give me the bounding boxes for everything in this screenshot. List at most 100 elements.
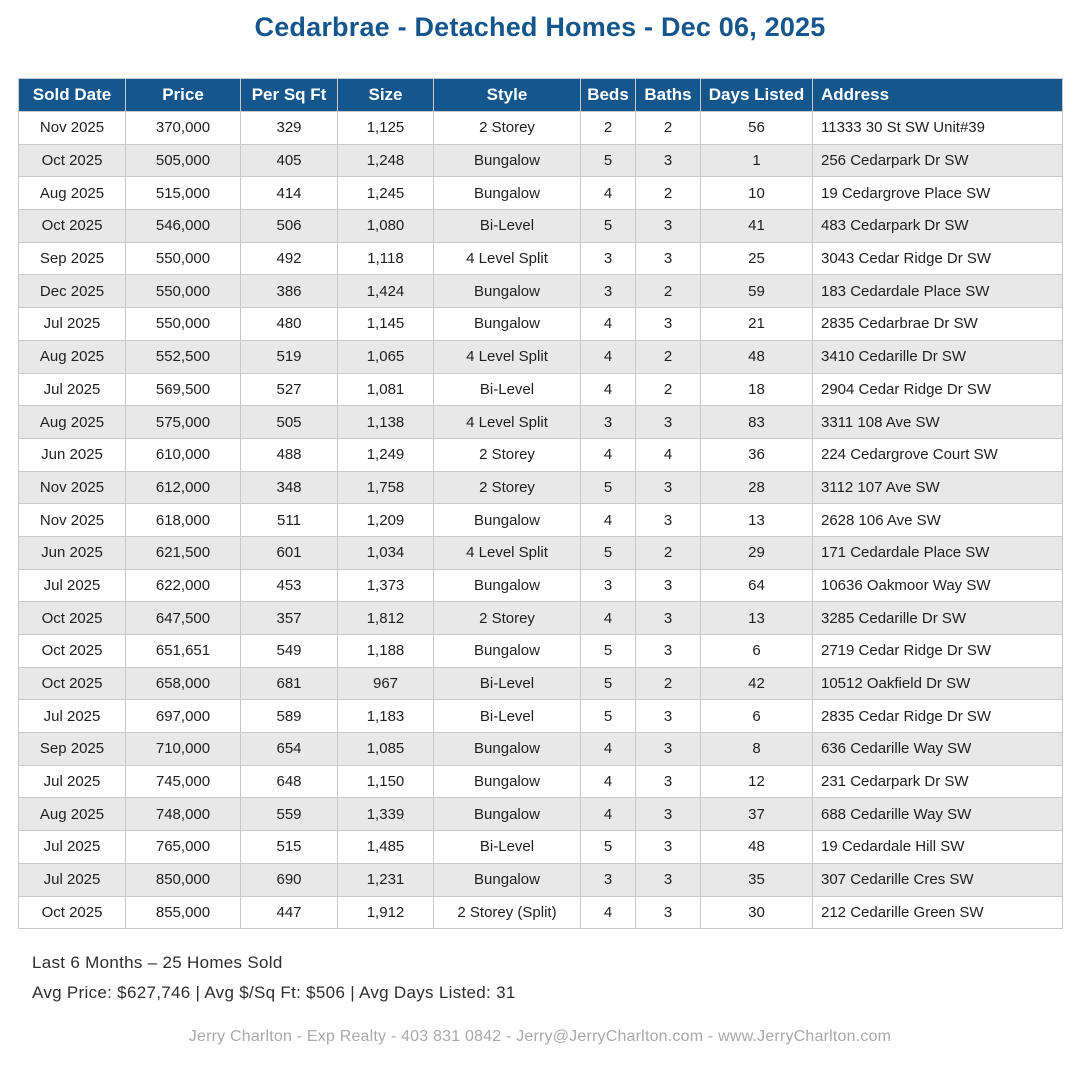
table-cell: 4 Level Split (433, 339, 581, 374)
table-cell: 4 (580, 797, 636, 832)
table-cell: 13 (700, 601, 813, 635)
table-cell: Jul 2025 (18, 699, 126, 734)
table-cell: Jul 2025 (18, 372, 126, 407)
table-cell: 5 (580, 634, 636, 668)
table-cell: 1,118 (337, 241, 434, 276)
table-cell: 18 (700, 372, 813, 407)
table-cell: Oct 2025 (18, 209, 126, 243)
table-cell: 5 (580, 535, 636, 570)
column-header-address: Address (812, 78, 1063, 112)
table-cell: 4 (580, 372, 636, 407)
table-cell: 621,500 (125, 535, 241, 570)
table-cell: Bungalow (433, 176, 581, 211)
table-cell: 1,758 (337, 470, 434, 505)
table-cell: 505 (240, 405, 338, 439)
table-cell: 697,000 (125, 699, 241, 734)
table-cell: 1,248 (337, 143, 434, 178)
table-cell: 4 (580, 601, 636, 635)
table-cell: 348 (240, 470, 338, 505)
table-cell: 3 (635, 503, 701, 537)
table-cell: 5 (580, 830, 636, 864)
table-row: Oct 2025 651,651 549 1,188 Bungalow 5 3 6 2719 C… (18, 634, 1063, 668)
table-cell: 3 (580, 241, 636, 276)
table-cell: 4 (580, 437, 636, 472)
table-cell: 447 (240, 895, 338, 930)
table-cell: 4 (580, 895, 636, 930)
table-row: Sep 2025 550,000 492 1,118 4 Level Split 3 3 25… (18, 241, 1063, 276)
table-cell: 357 (240, 601, 338, 635)
table-cell: Bungalow (433, 634, 581, 668)
table-cell: 2 Storey (433, 437, 581, 472)
table-cell: 610,000 (125, 437, 241, 472)
table-cell: 4 (580, 764, 636, 799)
table-cell: 1,081 (337, 372, 434, 407)
table-cell: 688 Cedarille Way SW (812, 797, 1063, 832)
table-row: Nov 2025 370,000 329 1,125 2 Storey 2 2 56 11333… (18, 111, 1063, 145)
table-cell: 967 (337, 666, 434, 701)
table-cell: 2904 Cedar Ridge Dr SW (812, 372, 1063, 407)
table-cell: 10512 Oakfield Dr SW (812, 666, 1063, 701)
table-cell: 483 Cedarpark Dr SW (812, 209, 1063, 243)
table-cell: 37 (700, 797, 813, 832)
table-cell: 3 (580, 862, 636, 897)
table-cell: Bungalow (433, 732, 581, 766)
table-cell: 3 (635, 634, 701, 668)
table-cell: 552,500 (125, 339, 241, 374)
table-cell: 28 (700, 470, 813, 505)
table-cell: 3 (580, 274, 636, 309)
table-cell: 550,000 (125, 274, 241, 309)
table-row: Aug 2025 552,500 519 1,065 4 Level Split 4 2 48… (18, 339, 1063, 374)
table-cell: Oct 2025 (18, 666, 126, 701)
table-cell: 1,912 (337, 895, 434, 930)
table-cell: 850,000 (125, 862, 241, 897)
table-cell: 307 Cedarille Cres SW (812, 862, 1063, 897)
table-cell: 5 (580, 470, 636, 505)
column-header-baths: Baths (635, 78, 701, 112)
table-cell: 480 (240, 307, 338, 341)
table-cell: 550,000 (125, 241, 241, 276)
table-cell: 29 (700, 535, 813, 570)
table-cell: Dec 2025 (18, 274, 126, 309)
table-cell: 2 (635, 339, 701, 374)
table-cell: 30 (700, 895, 813, 930)
table-cell: 1,080 (337, 209, 434, 243)
table-cell: 3285 Cedarille Dr SW (812, 601, 1063, 635)
table-cell: 3 (635, 209, 701, 243)
table-cell: 681 (240, 666, 338, 701)
table-cell: 1,209 (337, 503, 434, 537)
table-cell: 3043 Cedar Ridge Dr SW (812, 241, 1063, 276)
table-cell: 1,085 (337, 732, 434, 766)
table-cell: 618,000 (125, 503, 241, 537)
table-cell: 56 (700, 111, 813, 145)
summary-homes-sold: Last 6 Months – 25 Homes Sold (32, 953, 283, 972)
sold-homes-table: Sold Date Price Per Sq Ft Size Style Beds Bath… (18, 78, 1063, 930)
table-cell: 2628 106 Ave SW (812, 503, 1063, 537)
table-cell: 370,000 (125, 111, 241, 145)
table-cell: 651,651 (125, 634, 241, 668)
table-cell: 4 Level Split (433, 241, 581, 276)
table-cell: 1,231 (337, 862, 434, 897)
table-cell: 405 (240, 143, 338, 178)
table-cell: 231 Cedarpark Dr SW (812, 764, 1063, 799)
table-cell: 2 (580, 111, 636, 145)
table-cell: 414 (240, 176, 338, 211)
table-cell: 4 (580, 339, 636, 374)
table-cell: 4 (580, 176, 636, 211)
table-cell: 546,000 (125, 209, 241, 243)
table-cell: Bungalow (433, 764, 581, 799)
table-cell: 256 Cedarpark Dr SW (812, 143, 1063, 178)
table-body: Nov 2025 370,000 329 1,125 2 Storey 2 2 56 11333… (18, 111, 1063, 930)
table-cell: 19 Cedardale Hill SW (812, 830, 1063, 864)
table-cell: Bungalow (433, 503, 581, 537)
table-cell: 42 (700, 666, 813, 701)
table-row: Jul 2025 745,000 648 1,150 Bungalow 4 3 12 231 C… (18, 764, 1063, 799)
table-cell: 35 (700, 862, 813, 897)
table-cell: 21 (700, 307, 813, 341)
table-cell: 654 (240, 732, 338, 766)
table-cell: 589 (240, 699, 338, 734)
table-cell: 2 (635, 111, 701, 145)
table-row: Jul 2025 550,000 480 1,145 Bungalow 4 3 21 2835 … (18, 307, 1063, 341)
agent-credit-line: Jerry Charlton - Exp Realty - 403 831 08… (188, 1028, 892, 1045)
column-header-sold-date: Sold Date (18, 78, 126, 112)
table-cell: 2 (635, 176, 701, 211)
